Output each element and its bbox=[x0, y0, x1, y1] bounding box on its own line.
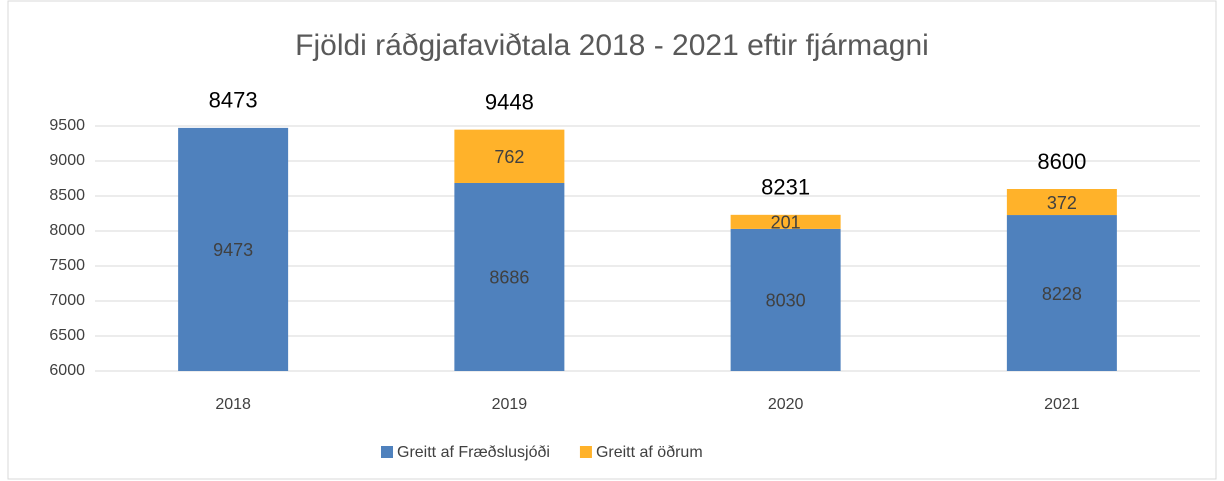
legend-swatch bbox=[381, 446, 393, 458]
bar-segment bbox=[178, 127, 289, 371]
data-label: 762 bbox=[494, 147, 524, 167]
legend-swatch bbox=[579, 446, 592, 458]
total-label: 8600 bbox=[1037, 149, 1086, 174]
chart-title: Fjöldi ráðgjafaviðtala 2018 - 2021 eftir… bbox=[295, 29, 929, 62]
data-label: 9473 bbox=[213, 240, 253, 260]
y-tick-label: 8000 bbox=[49, 222, 85, 239]
total-label: 8473 bbox=[209, 88, 258, 113]
y-tick-label: 7500 bbox=[49, 257, 85, 274]
bar-segment bbox=[1006, 189, 1117, 216]
total-label: 8231 bbox=[761, 175, 810, 200]
x-tick-label: 2018 bbox=[215, 396, 251, 413]
bar-segment bbox=[730, 214, 841, 229]
x-tick-label: 2019 bbox=[492, 396, 528, 413]
y-tick-label: 9500 bbox=[49, 117, 85, 134]
x-tick-label: 2020 bbox=[768, 396, 804, 413]
legend-label: Greitt af Fræðslusjóði bbox=[397, 444, 550, 461]
y-tick-label: 9000 bbox=[49, 152, 85, 169]
y-tick-label: 8500 bbox=[49, 187, 85, 204]
x-tick-label: 2021 bbox=[1044, 396, 1080, 413]
bar-segment bbox=[454, 129, 565, 183]
total-label: 9448 bbox=[485, 89, 534, 114]
data-label: 372 bbox=[1047, 193, 1077, 213]
legend-label: Greitt af öðrum bbox=[596, 444, 703, 461]
y-tick-label: 6500 bbox=[49, 327, 85, 344]
y-tick-label: 6000 bbox=[49, 362, 85, 379]
bar-segment bbox=[454, 182, 565, 371]
bar-segment bbox=[730, 228, 841, 371]
data-label: 201 bbox=[771, 213, 801, 233]
bar-segment bbox=[1006, 215, 1117, 371]
data-label: 8030 bbox=[766, 291, 806, 311]
data-label: 8686 bbox=[489, 268, 529, 288]
y-tick-label: 7000 bbox=[49, 292, 85, 309]
data-label: 8228 bbox=[1042, 284, 1082, 304]
